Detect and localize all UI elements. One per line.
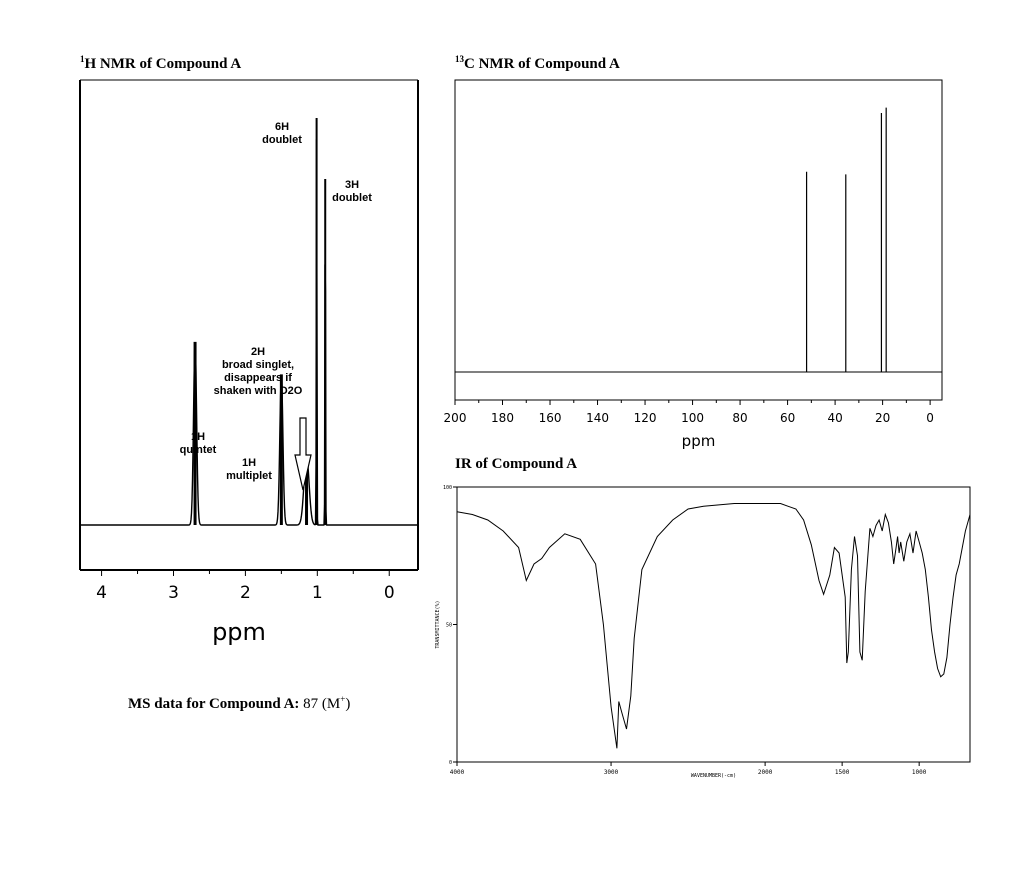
- c-nmr-x-tick-label-5: 100: [681, 411, 704, 425]
- c-nmr-x-tick-label-0: 200: [444, 411, 467, 425]
- c-nmr-frame: [454, 79, 943, 401]
- ir-spectrum-line: [456, 503, 971, 749]
- ir-x-axis-label: WAVENUMBER(-cm): [691, 773, 736, 779]
- ir-y-tick-label-1: 50: [446, 623, 452, 629]
- c-nmr-title-sup: 13: [455, 54, 464, 64]
- h-nmr-x-tick-label-0: 4: [96, 583, 107, 603]
- h-nmr-peak-label-3-0: 6H: [275, 121, 289, 133]
- h-nmr-peak-label-1-1: multiplet: [226, 470, 272, 482]
- h-nmr-peak-label-0-0: 1H: [191, 431, 205, 443]
- h-nmr-x-axis-label: ppm: [212, 618, 266, 646]
- h-nmr-peak-label-4-0: 3H: [345, 179, 359, 191]
- ms-data-close: ): [345, 696, 351, 712]
- ir-frame: [456, 486, 971, 763]
- h-nmr-x-tick-label-2: 2: [240, 583, 251, 603]
- c-nmr-x-tick-label-4: 120: [634, 411, 657, 425]
- ir-x-tick-label-2: 2000: [758, 769, 773, 776]
- h-nmr-peak-label-4-1: doublet: [332, 192, 372, 204]
- ir-chart: 4000 3000 2000 1500 1000 0 50 100 WAVENUMBER(-cm…: [435, 485, 971, 779]
- ms-data-label: MS data for Compound A:: [128, 696, 300, 712]
- h-nmr-peak-label-3-1: doublet: [262, 134, 302, 146]
- c-nmr-x-tick-label-9: 20: [875, 411, 890, 425]
- ir-x-tick-label-4: 1000: [912, 769, 927, 776]
- ir-title: IR of Compound A: [455, 456, 577, 473]
- h-nmr-title: 1H NMR of Compound A: [80, 54, 241, 73]
- h-nmr-title-sup: 1: [80, 54, 85, 64]
- c-nmr-x-tick-label-1: 180: [491, 411, 514, 425]
- h-nmr-peak-label-1-0: 1H: [242, 457, 256, 469]
- c-nmr-x-axis-label: ppm: [682, 432, 716, 450]
- c-nmr-x-tick-label-8: 40: [827, 411, 842, 425]
- ir-x-tick-label-0: 4000: [450, 769, 465, 776]
- ir-y-axis-label: TRANSMITTANCE(%): [435, 600, 441, 648]
- c-nmr-x-tick-label-10: 0: [926, 411, 934, 425]
- h-nmr-peak-label-2-0: 2H: [251, 346, 265, 358]
- ir-y-tick-label-2: 100: [443, 485, 452, 491]
- ms-data-value: 87 (M: [303, 696, 341, 712]
- h-nmr-peak-label-2-3: shaken with D2O: [214, 385, 303, 397]
- c-nmr-title-text: C NMR of Compound A: [464, 56, 620, 72]
- c-nmr-x-tick-label-2: 160: [539, 411, 562, 425]
- h-nmr-x-tick-label-3: 1: [312, 583, 323, 603]
- h-nmr-title-text: H NMR of Compound A: [84, 56, 242, 72]
- c-nmr-x-tick-label-3: 140: [586, 411, 609, 425]
- c-nmr-x-tick-label-6: 80: [732, 411, 747, 425]
- h-nmr-spectrum-line: [80, 139, 418, 526]
- ir-x-tick-label-1: 3000: [604, 769, 619, 776]
- c-nmr-x-tick-label-7: 60: [780, 411, 795, 425]
- ir-title-text: IR of Compound A: [455, 456, 578, 472]
- ms-data-sup: +: [340, 694, 346, 704]
- c-nmr-title: 13C NMR of Compound A: [455, 54, 620, 73]
- h-nmr-peak-label-2-2: disappears if: [224, 372, 292, 384]
- ir-y-tick-label-0: 0: [449, 760, 452, 766]
- h-nmr-peak-label-0-1: quintet: [180, 444, 217, 456]
- h-nmr-x-tick-label-1: 3: [168, 583, 179, 603]
- ms-data: MS data for Compound A: 87 (M+): [128, 694, 350, 713]
- h-nmr-peak-label-2-1: broad singlet,: [222, 359, 294, 371]
- h-nmr-arrow: [294, 417, 312, 491]
- ir-x-tick-label-3: 1500: [835, 769, 850, 776]
- h-nmr-x-tick-label-4: 0: [384, 583, 395, 603]
